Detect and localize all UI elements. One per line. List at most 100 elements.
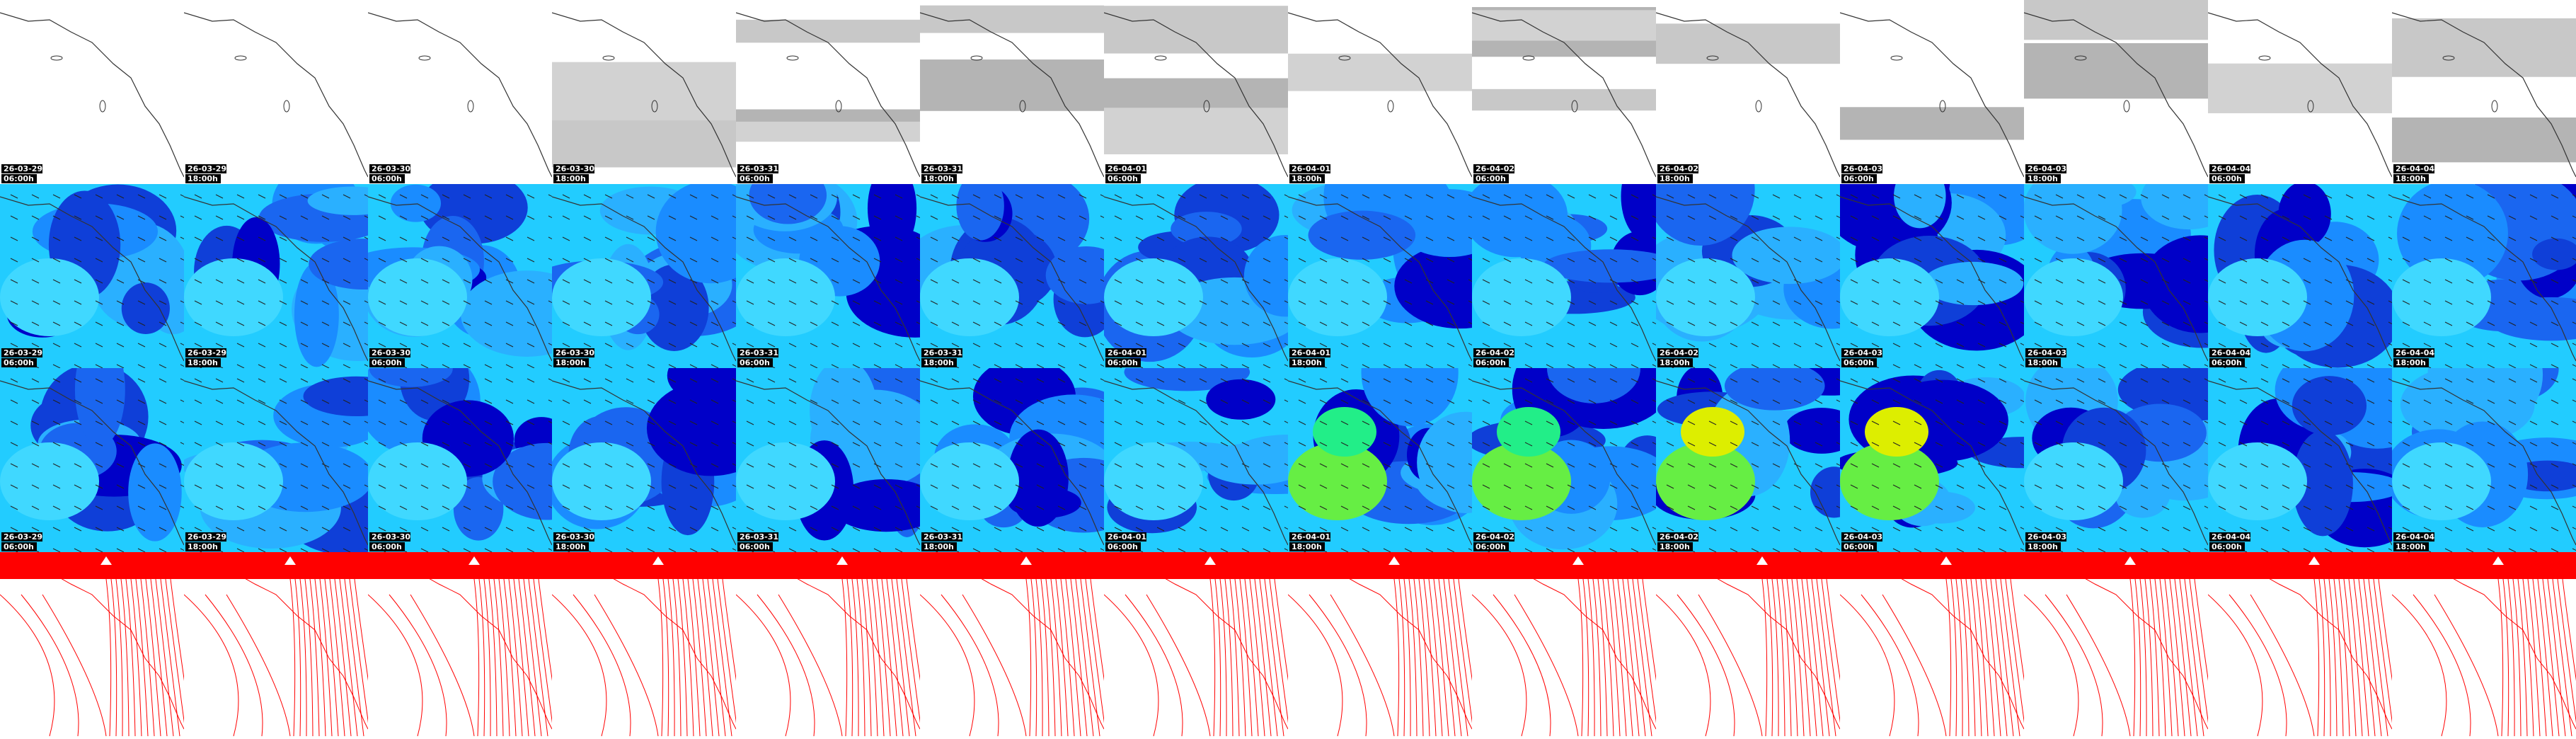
wind-barb [972, 463, 981, 468]
background [1840, 552, 2024, 736]
wind-barb [895, 321, 903, 326]
wind-barb [1503, 442, 1512, 447]
wind-barb [767, 258, 776, 263]
wind-barb [930, 236, 938, 241]
wind-barb [343, 300, 351, 305]
wind-barb [1850, 258, 1858, 263]
wind-barb [1100, 442, 1104, 445]
wind-barb [137, 484, 146, 489]
time-label: 06:00h [372, 358, 402, 367]
wind-barb [1609, 399, 1618, 404]
wind-barb [1220, 505, 1229, 510]
wind-barb [1609, 364, 1618, 368]
wind-barb [1751, 364, 1759, 368]
wind-barb [2020, 215, 2024, 219]
wind-barb [767, 505, 776, 510]
wind-barb [2034, 505, 2042, 510]
wind-barb [2402, 505, 2410, 510]
isobar [2363, 578, 2382, 736]
wind-barb [746, 378, 754, 383]
wind-barb [2204, 505, 2208, 509]
wind-barb [505, 194, 514, 199]
isobar [120, 578, 130, 736]
wind-barb [236, 194, 245, 199]
wind-barb [1793, 364, 1802, 368]
coastline [0, 12, 184, 178]
wind-barb [2324, 364, 2333, 368]
isobar [1493, 594, 1551, 736]
isobar [657, 578, 664, 736]
wind-barb [604, 194, 613, 199]
wind-barb [831, 194, 839, 199]
isobar [778, 594, 843, 736]
wind-barb [2487, 527, 2495, 532]
wind-barb [2466, 463, 2474, 468]
isobar [1637, 578, 1656, 723]
wind-barb [95, 420, 103, 425]
date-box [2393, 348, 2434, 357]
wind-barb [2076, 527, 2085, 532]
isobar [1438, 578, 1456, 736]
panel-content [1288, 0, 1472, 184]
isobar [876, 578, 891, 736]
wind-barb [1178, 463, 1186, 468]
pressure-band [1104, 552, 1288, 579]
wind-barb [689, 527, 698, 532]
wind-barb [1708, 321, 1717, 326]
wind-barb [1298, 463, 1306, 468]
wind-barb [1503, 484, 1512, 489]
date-label: 26-04-02 [1660, 164, 1698, 173]
time-label: 06:00h [4, 358, 34, 367]
wind-barb [10, 300, 18, 305]
wind-barb [1588, 236, 1597, 241]
wind-barb [711, 236, 719, 241]
panel-content [1104, 368, 1288, 552]
wind-barb [1730, 378, 1738, 383]
wind-barb [732, 527, 736, 530]
island [418, 55, 431, 61]
isobar [368, 594, 423, 736]
wind-barb [1425, 236, 1434, 241]
wind-barb [258, 279, 266, 284]
background [920, 552, 1104, 736]
wind-barb [2183, 442, 2191, 447]
isobar [2144, 578, 2154, 736]
wind-barb [236, 548, 245, 552]
wind-barb [1036, 279, 1045, 284]
wind-barb [420, 548, 429, 552]
cloud-band [2392, 118, 2576, 163]
wind-barb [852, 527, 861, 532]
panel-content [0, 184, 184, 368]
wind-barb [2260, 420, 2269, 425]
wind-barb [2324, 484, 2333, 489]
wind-barb [746, 420, 754, 425]
wind-barb [1836, 343, 1840, 346]
wind-barb [1503, 321, 1512, 326]
wind-barb [2282, 279, 2290, 284]
wind-barb [2204, 321, 2208, 325]
wind-barb [2423, 378, 2432, 383]
isobar [165, 578, 184, 723]
wind-barb [2119, 343, 2127, 348]
wind-barb [399, 463, 408, 468]
wind-barb [810, 399, 818, 404]
wind-barb [2423, 321, 2432, 326]
isobar [538, 578, 552, 681]
wind-barb [1687, 399, 1696, 404]
wind-barb [2020, 420, 2024, 424]
wind-barb [2034, 321, 2042, 326]
date-label: 26-03-29 [188, 532, 226, 542]
time-label: 18:00h [188, 358, 218, 367]
isobar [1776, 578, 1786, 736]
wind-barb [604, 420, 613, 425]
wind-barb [505, 527, 514, 532]
wind-barb [1404, 442, 1413, 447]
wind-barb [2303, 505, 2311, 510]
wind-barb [2204, 343, 2208, 346]
date-box [1841, 164, 1882, 173]
wind-barb [746, 279, 754, 284]
wind-barb [279, 236, 287, 241]
wind-barb [873, 505, 882, 510]
